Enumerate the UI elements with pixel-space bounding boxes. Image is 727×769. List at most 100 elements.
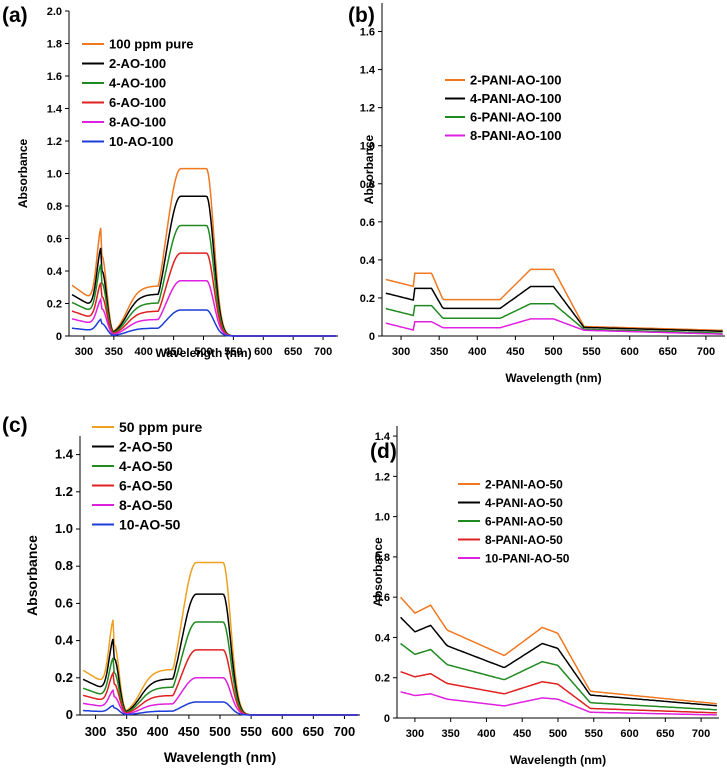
legend-entry: 8-PANI-AO-100 <box>470 128 562 143</box>
x-axis-label: Wavelength (nm) <box>510 753 606 767</box>
y-tick-label: 0.4 <box>360 255 376 267</box>
series-line-8-pani-ao-50 <box>400 670 717 714</box>
x-tick-label: 700 <box>692 728 710 740</box>
series-line-2-pani-ao-100 <box>385 268 723 332</box>
y-tick-label: 0.6 <box>360 217 375 229</box>
y-tick-label: 1.2 <box>360 103 375 115</box>
x-tick-label: 700 <box>697 346 715 358</box>
y-tick-label: 1.0 <box>360 141 375 153</box>
y-tick-label: 0.8 <box>47 201 62 213</box>
x-tick-label: 400 <box>147 724 169 739</box>
series-line-4-pani-ao-50 <box>400 616 717 707</box>
legend-entry: 4-AO-50 <box>119 458 173 474</box>
x-tick-label: 500 <box>209 724 231 739</box>
y-tick-label: 0 <box>66 707 73 722</box>
x-tick-label: 600 <box>621 346 639 358</box>
x-tick-label: 550 <box>582 346 600 358</box>
series-line-6-pani-ao-100 <box>385 302 723 334</box>
series-line-10-pani-ao-50 <box>400 691 717 716</box>
x-tick-label: 350 <box>441 728 459 740</box>
x-tick-label: 600 <box>271 724 293 739</box>
y-tick-label: 0 <box>56 331 62 343</box>
legend-entry: 6-PANI-AO-50 <box>485 514 563 528</box>
series-line-10-ao-50 <box>83 701 359 716</box>
x-tick-label: 400 <box>468 346 486 358</box>
y-tick-label: 1.4 <box>55 447 74 462</box>
legend-entry: 8-AO-50 <box>119 497 173 513</box>
x-tick-label: 450 <box>506 346 524 358</box>
y-tick-label: 0.4 <box>55 633 74 648</box>
y-tick-label: 1.4 <box>360 65 376 77</box>
x-tick-label: 350 <box>430 346 448 358</box>
y-axis-label: Absorbance <box>362 135 376 205</box>
x-tick-label: 650 <box>656 728 674 740</box>
y-tick-label: 1.6 <box>47 71 62 83</box>
y-tick-label: 0.6 <box>375 592 390 604</box>
x-tick-label: 300 <box>85 724 107 739</box>
panel-label: (a) <box>2 4 28 27</box>
y-tick-label: 1.6 <box>360 27 375 39</box>
x-tick-label: 600 <box>254 346 272 358</box>
y-axis-label: Absorbance <box>24 535 40 616</box>
series-line-2-ao-50 <box>82 593 359 716</box>
y-tick-label: 0.6 <box>47 234 62 246</box>
y-tick-label: 0.8 <box>375 552 390 564</box>
x-tick-label: 300 <box>406 728 424 740</box>
y-tick-label: 0.8 <box>55 558 73 573</box>
series-line-4-pani-ao-100 <box>385 285 723 333</box>
y-tick-label: 0 <box>369 331 375 343</box>
y-tick-label: 0.2 <box>360 293 375 305</box>
x-tick-label: 300 <box>392 346 410 358</box>
legend-entry: 4-PANI-AO-100 <box>470 91 562 106</box>
y-tick-label: 1.0 <box>55 521 73 536</box>
y-tick-label: 1.2 <box>375 471 390 483</box>
series-line-2-pani-ao-50 <box>400 596 717 705</box>
x-tick-label: 500 <box>544 346 562 358</box>
x-tick-label: 450 <box>513 728 531 740</box>
y-tick-label: 0.2 <box>47 299 62 311</box>
x-tick-label: 650 <box>302 724 324 739</box>
x-axis-label: Wavelength (nm) <box>164 749 276 765</box>
y-tick-label: 1.0 <box>375 512 390 524</box>
y-tick-label: 0.8 <box>360 179 375 191</box>
legend-entry: 50 ppm pure <box>119 419 202 435</box>
x-axis-label: Wavelength (nm) <box>155 346 251 360</box>
legend-entry: 2-PANI-AO-50 <box>485 477 563 491</box>
panel-label: (d) <box>370 440 397 463</box>
x-tick-label: 550 <box>585 728 603 740</box>
x-tick-label: 700 <box>334 724 356 739</box>
y-tick-label: 0 <box>384 713 390 725</box>
legend-entry: 4-AO-100 <box>109 76 166 91</box>
legend-entry: 10-AO-100 <box>109 134 173 149</box>
y-tick-label: 1.0 <box>47 169 62 181</box>
y-axis-label: Absorbance <box>371 537 385 607</box>
chart-panel-a: 0 0.2 0.4 0.6 0.8 1.0 1.2 1.4 1.6 1.8 2.0 300 350 400… <box>2 4 338 360</box>
legend-entry: 2-AO-100 <box>109 56 166 71</box>
x-tick-label: 450 <box>178 724 200 739</box>
legend-entry: 2-PANI-AO-100 <box>470 73 562 88</box>
x-tick-label: 350 <box>105 346 123 358</box>
series-line-6-pani-ao-50 <box>400 642 717 711</box>
legend-entry: 6-AO-50 <box>119 478 173 494</box>
series-line-10-ao-100 <box>71 309 337 337</box>
chart-panel-c: 0 0.2 0.4 0.6 0.8 1.0 1.2 1.4 300 350 400 450 500 550… <box>2 414 360 765</box>
x-axis-label: Wavelength (nm) <box>505 371 601 385</box>
panel-label: (b) <box>348 4 375 27</box>
legend-entry: 4-PANI-AO-50 <box>485 496 563 510</box>
x-tick-label: 650 <box>284 346 302 358</box>
series-line-100-ppm-pure <box>71 167 337 337</box>
panel-label: (c) <box>2 414 28 437</box>
y-tick-label: 1.2 <box>47 136 62 148</box>
x-tick-label: 650 <box>659 346 677 358</box>
x-tick-label: 500 <box>194 346 212 358</box>
y-axis-label: Absorbance <box>16 139 30 209</box>
y-tick-label: 0.2 <box>375 673 390 685</box>
x-tick-label: 400 <box>477 728 495 740</box>
x-tick-label: 300 <box>75 346 93 358</box>
legend-entry: 8-AO-100 <box>109 115 166 130</box>
y-tick-label: 0.4 <box>47 266 63 278</box>
legend-entry: 10-AO-50 <box>119 517 181 533</box>
x-tick-label: 600 <box>620 728 638 740</box>
legend-entry: 100 ppm pure <box>109 37 194 52</box>
